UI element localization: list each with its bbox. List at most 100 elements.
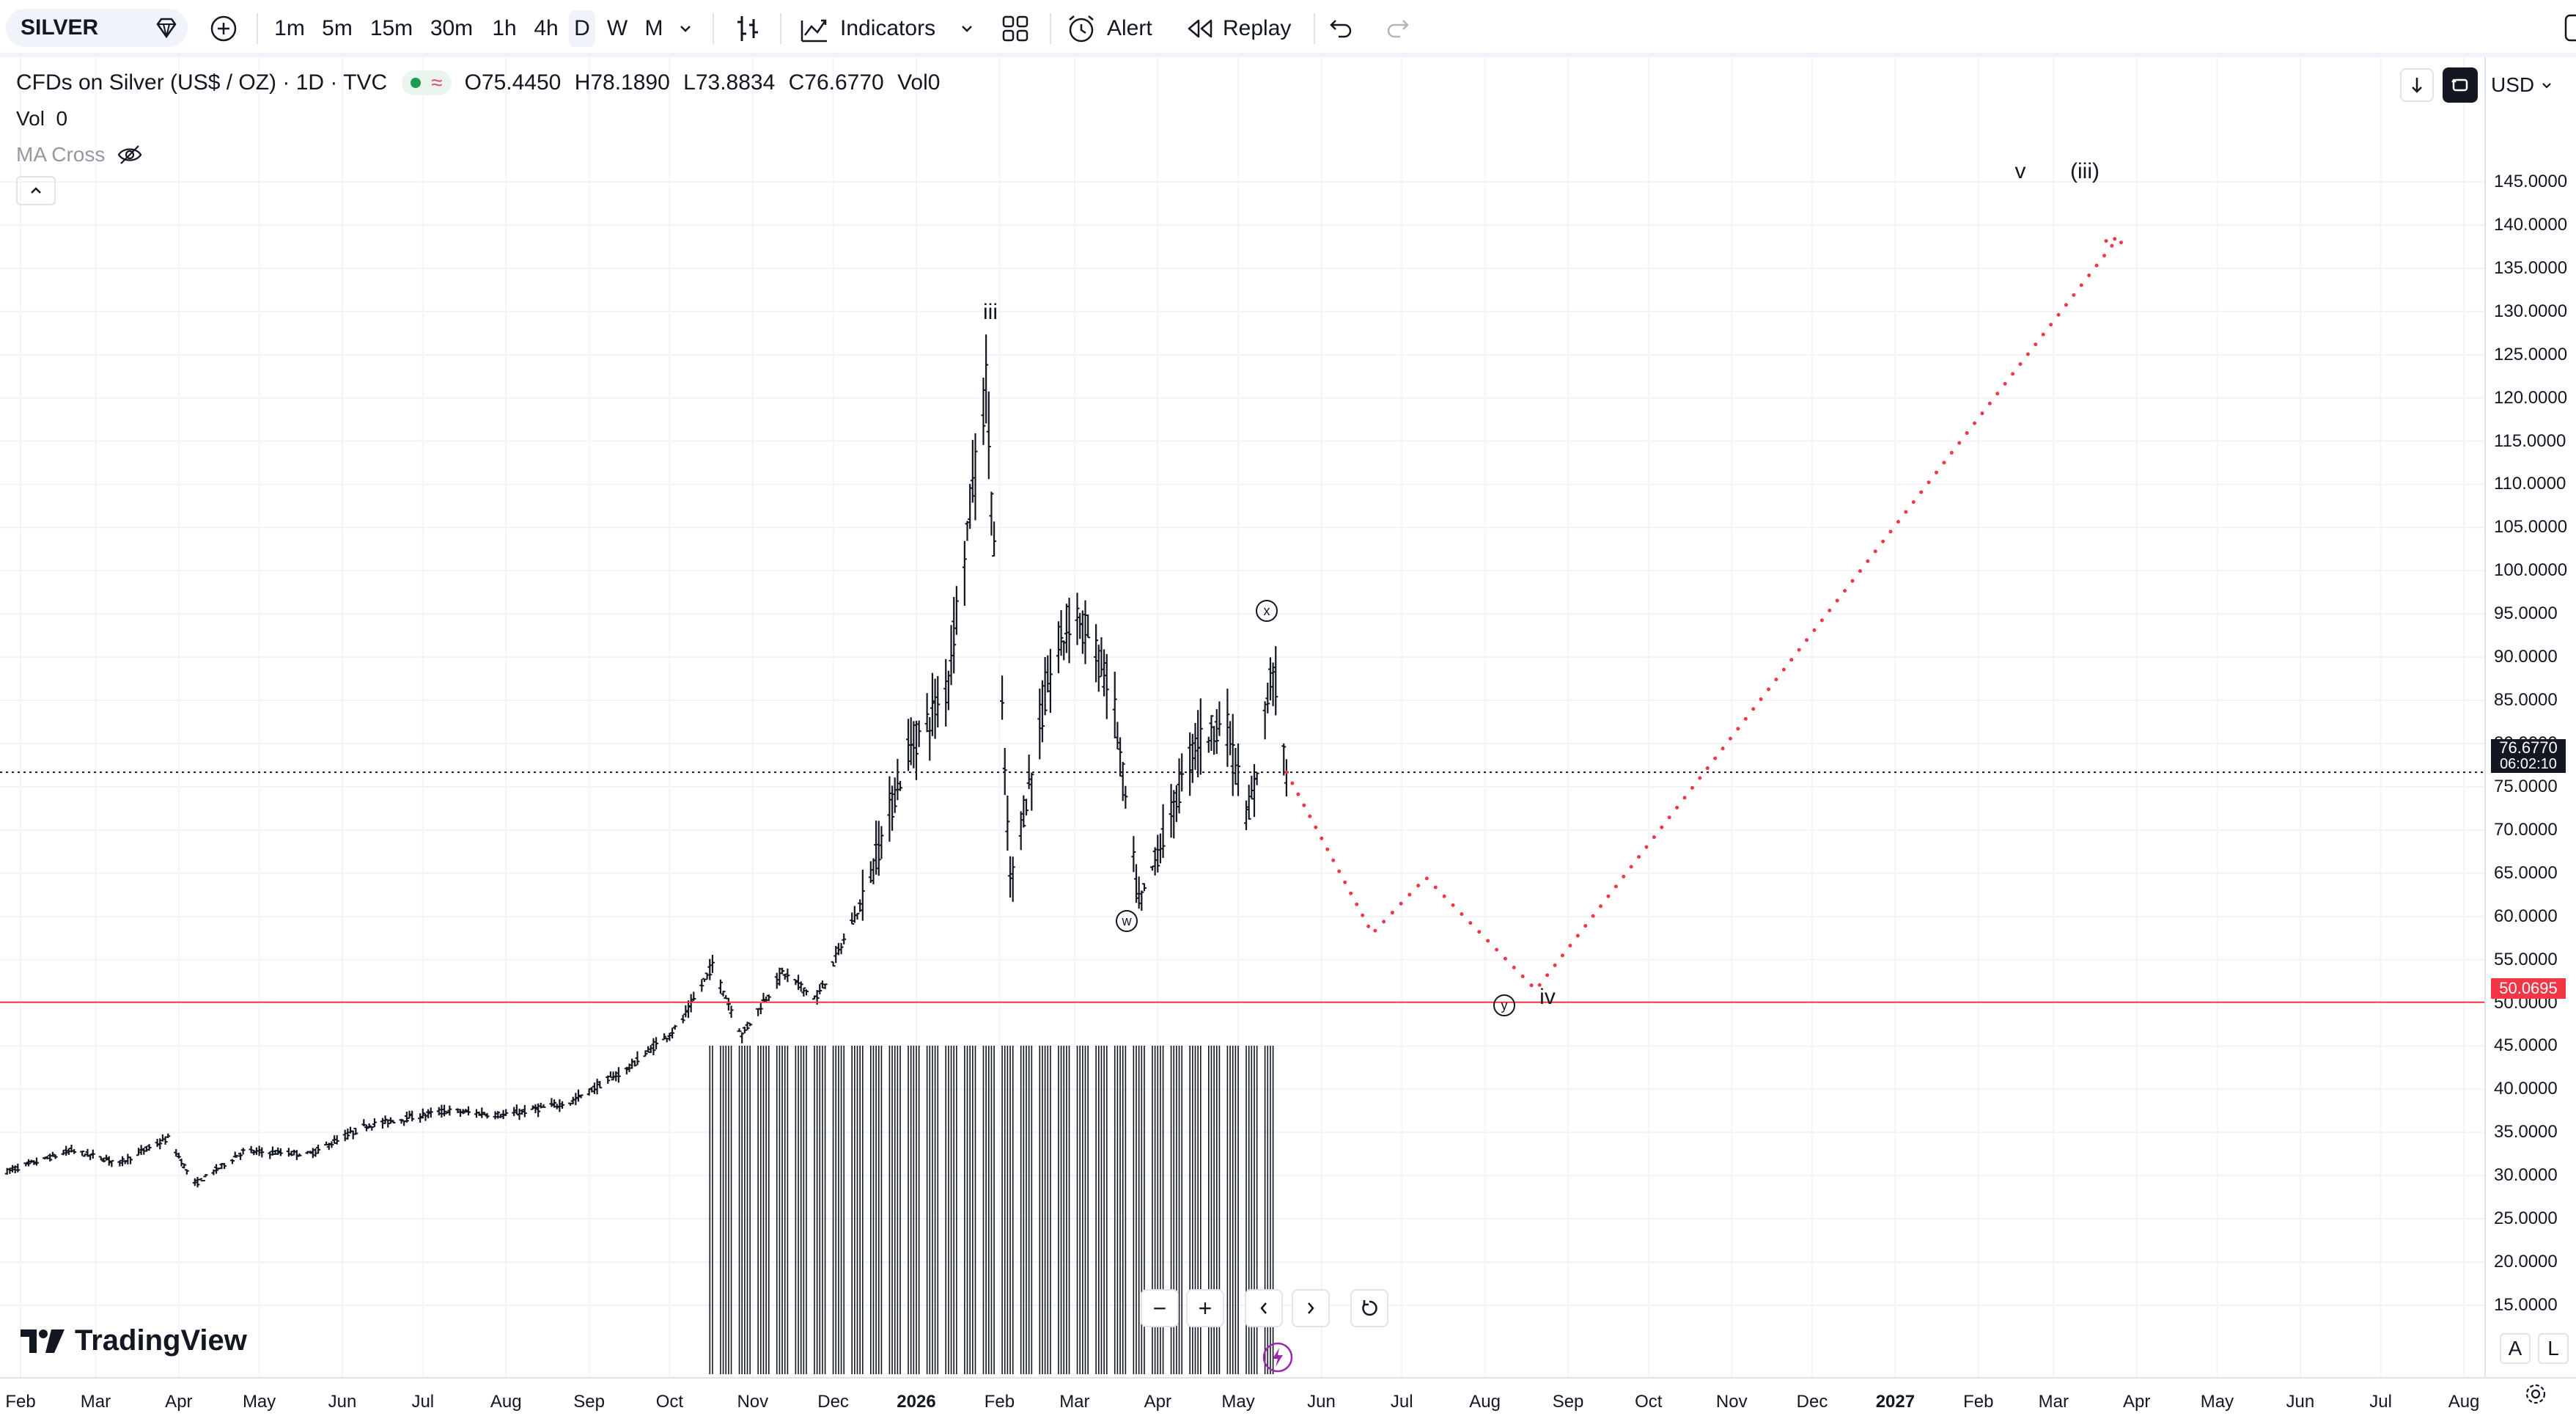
ohlc-bar [82,1153,87,1157]
price-tick: 45.0000 [2494,1035,2558,1056]
ohlc-bar [803,989,809,996]
timeframe-m[interactable]: M [644,16,663,40]
price-tick: 35.0000 [2494,1122,2558,1142]
currency-selector[interactable]: USD [2491,73,2553,97]
wave-label-y[interactable]: y [1493,994,1515,1016]
legend-title[interactable]: CFDs on Silver (US$ / OZ) · 1D · TVC [16,70,388,95]
price-tick: 145.0000 [2494,172,2568,191]
scroll-right-button[interactable] [1292,1289,1330,1327]
wave-label-w[interactable]: w [1116,910,1138,932]
top-toolbar: SILVER 1m 5m 15m 30m 1h 4h D W M Indicat… [0,0,2576,57]
ohlc-bar [796,975,801,990]
ohlc-bar [911,721,916,768]
timeframe-d[interactable]: D [569,10,595,47]
ohlc-bar [308,1151,313,1154]
zoom-in-button[interactable]: + [1186,1289,1224,1327]
ohlc-bar [646,1046,651,1053]
settings-gear-icon[interactable] [2523,1382,2548,1406]
time-tick: Oct [655,1392,684,1412]
time-tick: Aug [2448,1392,2480,1412]
ohlc-bar [1230,714,1235,796]
ohlc-bar [1120,762,1125,801]
replay-icon[interactable] [1186,18,1214,40]
ohlc-bar [664,1038,669,1043]
market-status-badge[interactable]: ≈ [402,70,452,95]
reset-chart-button[interactable] [1350,1289,1388,1327]
time-tick: Feb [5,1392,36,1412]
time-axis[interactable]: Feb Mar Apr May Jun Jul Aug Sep Oct Nov Dec 2026 Feb… [0,1377,2576,1427]
timeframe-5m[interactable]: 5m [322,16,353,40]
indicators-icon[interactable] [799,13,830,44]
lightning-icon[interactable] [1261,1340,1295,1374]
timeframe-1m[interactable]: 1m [274,16,305,40]
low-value: L73.8834 [683,70,776,95]
ohlc-bar [106,1156,111,1166]
ohlc-bar [839,942,844,955]
volume-legend[interactable]: Vol 0 [16,107,68,130]
ohlc-bar [48,1153,53,1162]
price-tick: 140.0000 [2494,214,2568,235]
indicators-button[interactable]: Indicators [840,16,936,40]
redo-icon[interactable] [1384,16,1410,41]
alert-clock-icon[interactable] [1066,13,1097,44]
ohlc-bar [704,972,710,980]
ohlc-bar [1236,743,1241,796]
wave-label-iii-paren[interactable]: (iii) [2070,159,2100,183]
ohlc-bar [879,826,884,859]
wave-label-v[interactable]: v [2014,159,2026,183]
ohlc-bar [724,994,729,999]
timeframe-4h[interactable]: 4h [534,16,559,40]
ohlc-bar [436,1107,441,1116]
tradingview-logo-icon [21,1329,65,1353]
ohlc-bar [1177,758,1182,814]
eye-hidden-icon[interactable] [117,144,143,165]
ohlc-bar [520,1109,525,1115]
timeframe-30m[interactable]: 30m [430,16,474,40]
ohlc-bar-last [1284,759,1289,797]
price-tick: 125.0000 [2494,344,2568,364]
time-tick: May [1221,1392,1255,1412]
wave-label-iii[interactable]: iii [983,300,998,324]
projection-path[interactable] [1284,236,2120,993]
log-scale-button[interactable]: L [2538,1333,2569,1364]
replay-button[interactable]: Replay [1223,16,1292,40]
tradingview-logo[interactable]: TradingView [19,1324,247,1357]
indicators-chevron-down-icon[interactable] [959,21,975,37]
scroll-left-button[interactable] [1245,1289,1283,1327]
ohlc-bar [916,720,921,747]
ohlc-bar [1094,624,1099,683]
timeframe-1h[interactable]: 1h [492,16,517,40]
current-price-label: 76.6770 06:02:10 [2491,739,2566,773]
undo-icon[interactable] [1328,16,1355,41]
layout-grid-icon[interactable] [1001,15,1029,43]
wave-label-x[interactable]: x [1256,600,1278,622]
symbol-search[interactable]: SILVER [6,9,188,47]
chevron-left-icon [1260,1302,1267,1314]
ohlc-bar [654,1037,659,1050]
scroll-to-latest-button[interactable] [2400,68,2434,102]
timeframe-chevron-down-icon[interactable] [677,21,693,37]
wave-label-iv[interactable]: iv [1539,985,1556,1009]
zoom-out-button[interactable]: − [1141,1289,1179,1327]
ohlc-bar [721,991,726,997]
ohlc-bar [109,1159,114,1167]
collapse-legend-button[interactable] [16,176,56,205]
ohlc-bar [981,377,986,445]
sync-button[interactable] [2443,67,2478,103]
bar-chart-style-icon[interactable] [733,13,762,44]
window-icon[interactable] [2564,13,2576,43]
timeframe-w[interactable]: W [606,16,628,40]
ohlc-bar [1228,721,1233,755]
alert-button[interactable]: Alert [1107,16,1152,40]
chevron-up-icon [31,187,41,194]
ohlc-bar [466,1106,471,1116]
timeframe-15m[interactable]: 15m [369,16,413,40]
auto-scale-button[interactable]: A [2500,1333,2531,1364]
ma-cross-legend[interactable]: MA Cross [16,143,143,166]
ohlc-bar [442,1104,447,1117]
time-tick: Feb [984,1392,1015,1412]
ohlc-bar [536,1103,541,1118]
add-symbol-icon[interactable] [210,15,238,43]
ohlc-bar [952,596,957,674]
